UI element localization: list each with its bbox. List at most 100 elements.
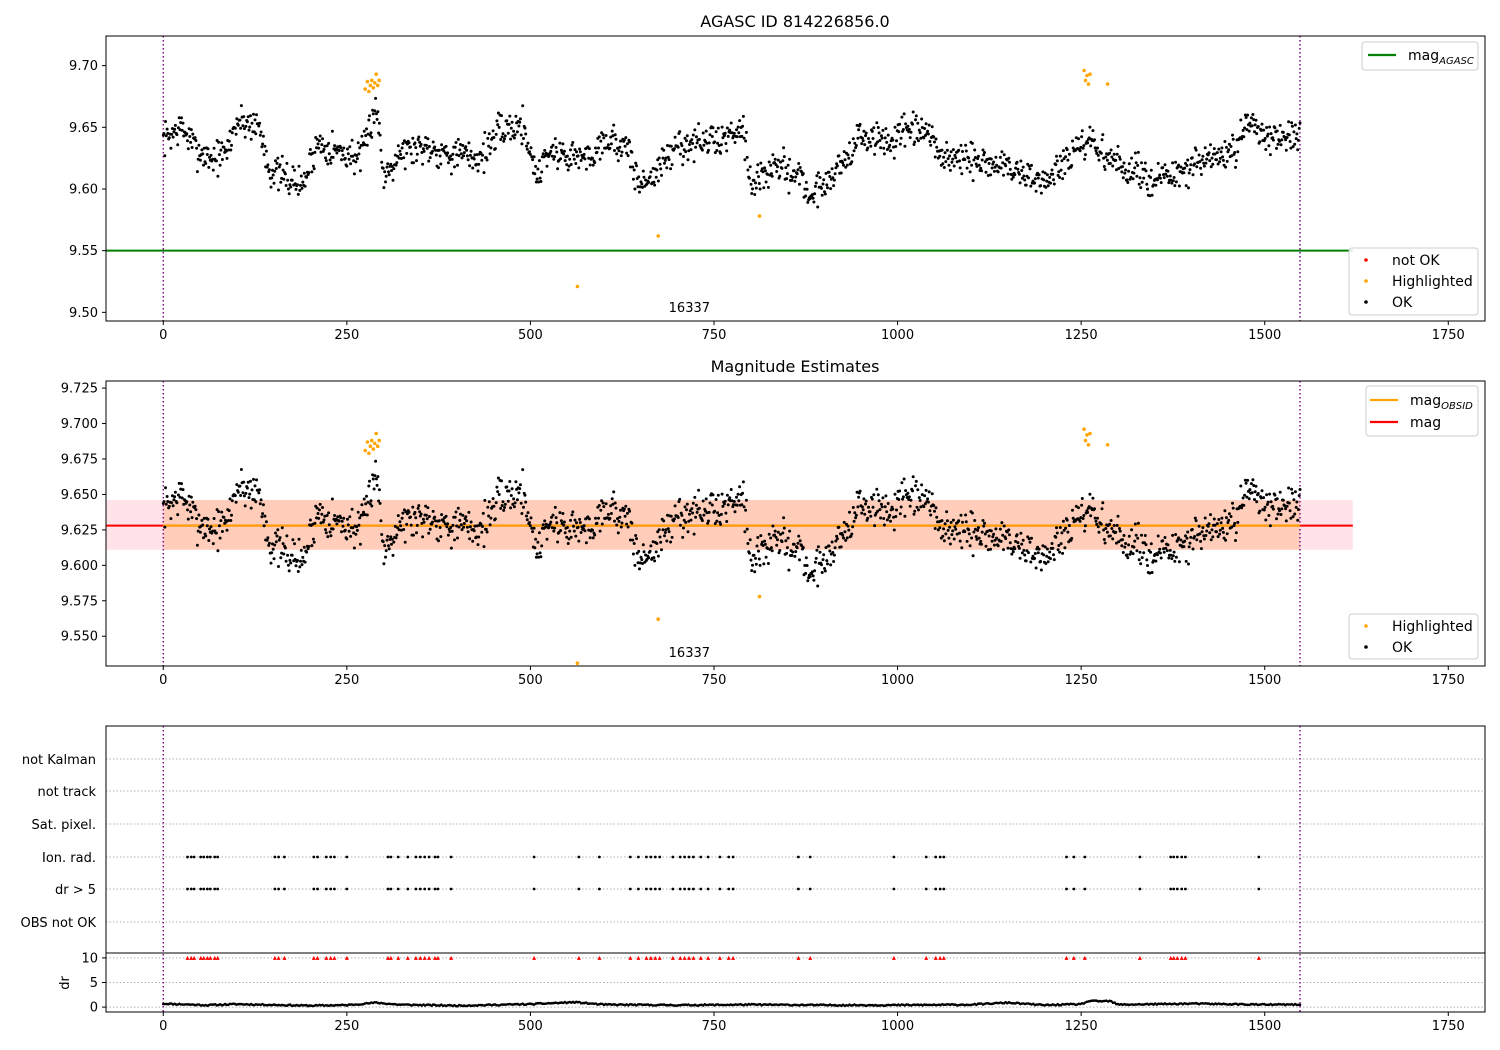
ok-point — [571, 510, 575, 514]
ok-point — [855, 123, 859, 127]
ok-point — [383, 170, 387, 174]
ok-point — [689, 148, 693, 152]
ok-point — [375, 117, 379, 121]
ok-point — [166, 500, 170, 503]
x-tick-label: 1750 — [1432, 1019, 1465, 1034]
ok-point — [305, 175, 309, 179]
ok-point — [659, 540, 663, 544]
ok-point — [824, 171, 828, 175]
ok-point — [636, 185, 640, 189]
dr-flag-marker — [205, 955, 210, 960]
ok-point — [880, 136, 884, 140]
ok-point — [229, 148, 233, 152]
ok-point — [1148, 571, 1152, 575]
ok-point — [1111, 164, 1115, 168]
ok-point — [936, 528, 940, 532]
ok-point — [278, 163, 282, 167]
dr-flag-marker — [636, 955, 641, 960]
ok-point — [260, 515, 264, 519]
flag-point — [186, 887, 189, 891]
ok-point — [1172, 176, 1176, 179]
ok-point — [466, 530, 470, 534]
ok-point — [622, 138, 626, 142]
ok-point — [924, 488, 928, 492]
y-tick-label: 9.60 — [69, 182, 98, 197]
ok-point — [1267, 144, 1271, 148]
ok-point — [748, 165, 752, 169]
ok-point — [1125, 178, 1129, 182]
ok-point — [1010, 177, 1014, 181]
flag-point — [283, 887, 286, 891]
ok-point — [185, 132, 189, 136]
ok-point — [543, 519, 547, 523]
ok-point — [953, 153, 957, 157]
ok-point — [946, 528, 950, 532]
ok-point — [1083, 157, 1087, 161]
x-tick-label: 1000 — [881, 673, 914, 688]
ok-point — [1140, 161, 1143, 165]
flag-point — [406, 887, 410, 891]
ok-point — [761, 544, 765, 547]
ok-point — [633, 563, 637, 567]
ok-point — [1246, 478, 1250, 482]
ok-point — [1095, 151, 1099, 155]
ok-point — [924, 122, 928, 126]
highlighted-point — [377, 78, 382, 83]
ok-point — [239, 126, 243, 130]
ok-point — [346, 517, 349, 521]
ok-point — [1055, 526, 1058, 530]
ok-point — [472, 529, 476, 533]
ok-point — [1240, 137, 1244, 141]
ok-point — [1118, 157, 1122, 161]
ok-point — [1123, 171, 1127, 175]
ok-point — [641, 169, 645, 173]
ok-point — [296, 192, 300, 196]
ok-point — [417, 504, 421, 508]
ok-point — [477, 535, 481, 539]
ok-point — [274, 167, 278, 170]
ok-point — [1293, 123, 1297, 127]
flag-point — [277, 887, 280, 891]
ok-point — [207, 539, 211, 542]
ok-point — [393, 153, 397, 157]
ok-point — [615, 152, 619, 156]
ok-point — [165, 495, 169, 498]
ok-point — [1275, 129, 1279, 133]
ok-point — [753, 570, 757, 574]
ok-point — [680, 144, 684, 148]
ok-point — [205, 524, 209, 528]
ok-point — [918, 131, 922, 135]
ok-point — [379, 519, 383, 523]
ok-point — [1079, 516, 1083, 520]
ok-point — [1193, 516, 1197, 520]
ok-point — [1117, 167, 1121, 170]
ok-point — [559, 529, 563, 532]
ok-point — [446, 151, 450, 155]
ok-point — [1248, 121, 1252, 125]
ok-point — [319, 150, 323, 154]
ok-point — [352, 159, 356, 163]
ok-point — [1074, 504, 1078, 508]
ok-point — [540, 170, 544, 174]
ok-point — [252, 498, 256, 502]
ok-point — [401, 511, 405, 515]
ok-point — [1006, 546, 1010, 550]
ok-point — [419, 512, 423, 516]
ok-point — [1135, 174, 1139, 178]
ok-point — [974, 535, 978, 539]
ok-point — [756, 536, 760, 539]
ok-point — [387, 547, 391, 551]
ok-point — [253, 484, 257, 488]
dr-flag-marker — [324, 955, 329, 960]
ok-point — [499, 506, 503, 510]
ok-point — [1248, 488, 1252, 492]
flag-point — [1169, 887, 1173, 891]
ok-point — [434, 153, 438, 157]
ok-point — [346, 523, 350, 527]
ok-point — [986, 548, 990, 552]
ok-point — [520, 512, 524, 515]
ok-point — [572, 529, 576, 533]
ok-point — [1058, 176, 1062, 179]
highlighted-point — [374, 72, 379, 76]
ok-point — [362, 510, 365, 514]
